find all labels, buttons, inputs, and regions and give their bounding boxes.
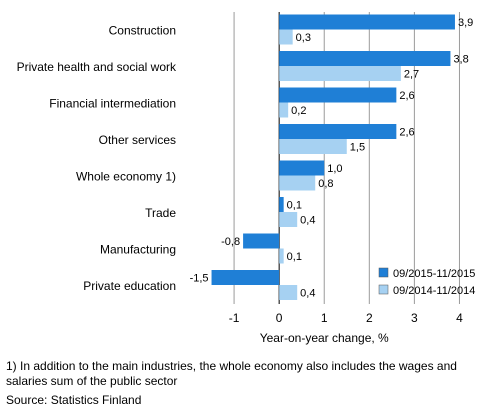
data-label: 0,8 <box>318 178 333 190</box>
data-label: 1,0 <box>327 163 342 175</box>
data-label: 3,8 <box>453 54 468 66</box>
x-axis-title: Year-on-year change, % <box>260 331 389 345</box>
data-label: 2,6 <box>399 127 414 139</box>
footnote: 1) In addition to the main industries, t… <box>6 359 457 388</box>
data-label: 3,9 <box>458 17 473 29</box>
bar-series-2 <box>279 285 298 300</box>
category-label: Financial intermediation <box>49 96 176 110</box>
data-label: 0,2 <box>291 105 306 117</box>
category-labels: Construction Private health and social wo… <box>17 23 177 293</box>
bar-series-2 <box>279 175 316 191</box>
x-tick-label: 2 <box>366 311 373 325</box>
x-tick-label: -1 <box>229 311 240 325</box>
bar-series-1 <box>279 51 451 66</box>
category-label: Other services <box>99 133 176 147</box>
bar-series-1 <box>279 14 455 30</box>
x-tick-label: 1 <box>321 311 328 325</box>
bar-series-2 <box>279 29 293 45</box>
category-label: Manufacturing <box>100 242 176 256</box>
data-label: 2,7 <box>404 69 419 81</box>
data-label: 0,1 <box>287 200 302 212</box>
bar-series-1 <box>211 270 280 285</box>
bar-series-2 <box>279 102 289 118</box>
x-tick-label: 4 <box>456 311 463 325</box>
legend-label: 09/2014-11/2014 <box>393 285 475 297</box>
bar-series-1 <box>279 160 325 176</box>
data-label: 1,5 <box>350 142 365 154</box>
data-label: 0,3 <box>296 32 311 44</box>
bar-series-1 <box>279 87 397 103</box>
category-label: Whole economy 1) <box>76 169 176 183</box>
bar-series-2 <box>279 139 347 154</box>
bar-chart: 3,9 0,3 3,8 2,7 2,6 0,2 2,6 1,5 1,0 0,8 0,1 0,4 -0,8… <box>17 12 475 345</box>
category-label: Construction <box>109 23 176 37</box>
data-label: 0,4 <box>300 288 315 300</box>
x-tick-label: 3 <box>411 311 418 325</box>
legend-swatch-2 <box>378 284 389 295</box>
bar-series-1 <box>279 197 284 212</box>
category-label: Private health and social work <box>17 60 177 74</box>
category-label: Private education <box>83 279 176 293</box>
data-labels: 3,9 0,3 3,8 2,7 2,6 0,2 2,6 1,5 1,0 0,8 0,1 0,4 -0,8… <box>190 17 474 300</box>
data-label: -0,8 <box>221 236 240 248</box>
data-label: 2,6 <box>399 90 414 102</box>
legend-swatch-1 <box>378 267 389 278</box>
x-tick-label: 0 <box>276 311 283 325</box>
bars <box>211 14 455 300</box>
source-note: Source: Statistics Finland <box>6 393 142 407</box>
bar-series-1 <box>243 233 280 249</box>
data-label: 0,1 <box>287 251 302 263</box>
bar-series-2 <box>279 66 401 81</box>
bar-series-2 <box>279 212 298 227</box>
x-axis: -1 0 1 2 3 4 Year-on-year change, % <box>229 311 463 345</box>
data-label: 0,4 <box>300 215 315 227</box>
bar-series-1 <box>279 124 397 139</box>
category-label: Trade <box>145 206 176 220</box>
legend-label: 09/2015-11/2015 <box>393 268 475 280</box>
legend: 09/2015-11/2015 09/2014-11/2014 <box>378 267 475 297</box>
data-label: -1,5 <box>190 273 209 285</box>
bar-series-2 <box>279 248 284 264</box>
